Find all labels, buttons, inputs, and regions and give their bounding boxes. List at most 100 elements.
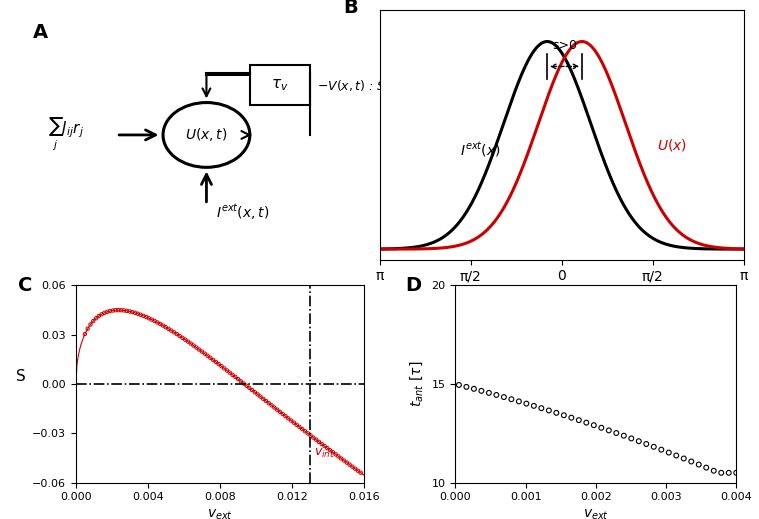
Point: [90, 314, 102, 322]
Point: [291, 421, 303, 429]
Point: [151, 318, 163, 326]
Point: [159, 323, 172, 331]
Point: [82, 324, 94, 333]
Point: [693, 460, 705, 469]
Point: [201, 351, 213, 360]
Point: [730, 469, 742, 477]
Point: [235, 377, 247, 386]
Point: [558, 411, 570, 419]
Point: [276, 410, 288, 418]
Text: A: A: [33, 23, 48, 42]
Text: $I^{ext}(x)$: $I^{ext}(x)$: [460, 140, 501, 159]
Point: [174, 332, 186, 340]
Point: [483, 389, 495, 397]
Point: [543, 406, 555, 415]
Point: [595, 424, 607, 432]
Point: [299, 427, 311, 435]
Point: [107, 306, 119, 315]
Point: [266, 401, 278, 409]
Point: [251, 390, 263, 399]
Point: [165, 326, 178, 335]
Point: [84, 320, 96, 329]
Point: [468, 385, 480, 393]
Point: [137, 312, 150, 320]
Point: [162, 325, 175, 333]
Point: [93, 312, 105, 320]
Point: [313, 438, 325, 446]
Point: [319, 442, 331, 450]
Point: [187, 342, 200, 350]
Point: [701, 463, 713, 472]
Point: [143, 314, 155, 322]
Point: [132, 310, 144, 318]
Text: $I^{ext}(x,t)$: $I^{ext}(x,t)$: [216, 202, 269, 222]
Point: [316, 440, 328, 448]
Point: [196, 347, 208, 356]
Point: [573, 416, 585, 425]
Point: [218, 364, 230, 373]
Point: [565, 414, 578, 422]
Point: [134, 310, 146, 319]
Point: [129, 309, 141, 317]
Point: [79, 330, 91, 338]
Point: [232, 375, 244, 384]
Point: [344, 460, 356, 469]
Point: [723, 469, 735, 477]
Point: [279, 412, 291, 420]
Point: [118, 306, 130, 315]
Point: [307, 433, 320, 442]
Point: [625, 434, 638, 443]
Point: [99, 309, 111, 317]
Point: [498, 393, 510, 401]
Point: [460, 383, 472, 391]
Point: [260, 397, 272, 405]
Point: [288, 418, 300, 427]
Point: [335, 454, 348, 462]
Point: [352, 467, 364, 475]
Point: [490, 391, 502, 399]
Point: [121, 307, 133, 315]
Text: $v_{int}$: $v_{int}$: [314, 446, 335, 460]
Point: [109, 306, 121, 315]
Point: [550, 408, 562, 417]
Point: [101, 308, 113, 316]
Text: s>0: s>0: [552, 39, 577, 52]
Point: [171, 330, 183, 338]
Point: [149, 317, 161, 325]
Point: [349, 465, 361, 473]
Point: [146, 316, 158, 324]
Point: [453, 381, 465, 389]
Point: [332, 452, 345, 460]
Point: [282, 414, 294, 422]
Point: [528, 402, 540, 410]
Point: [324, 446, 336, 454]
Point: [341, 458, 353, 467]
Point: [124, 307, 136, 316]
Point: [268, 403, 280, 412]
Point: [157, 321, 169, 330]
Point: [475, 387, 487, 395]
Point: [126, 308, 138, 316]
X-axis label: $v_{ext}$: $v_{ext}$: [207, 508, 233, 519]
Point: [193, 345, 205, 353]
Point: [647, 443, 660, 451]
Y-axis label: S: S: [16, 369, 26, 384]
Point: [199, 349, 211, 358]
Point: [346, 462, 358, 471]
Point: [707, 467, 720, 475]
Point: [191, 344, 203, 352]
Point: [179, 335, 191, 344]
Point: [618, 432, 630, 440]
Point: [304, 431, 317, 440]
Text: D: D: [405, 276, 421, 295]
Point: [249, 388, 261, 397]
Point: [271, 405, 283, 414]
Point: [238, 379, 250, 388]
X-axis label: $v_{ext}$: $v_{ext}$: [583, 508, 609, 519]
Point: [87, 317, 99, 325]
Point: [354, 469, 367, 477]
Point: [154, 320, 166, 328]
Point: [243, 384, 255, 392]
Point: [168, 328, 180, 336]
Point: [321, 444, 333, 452]
